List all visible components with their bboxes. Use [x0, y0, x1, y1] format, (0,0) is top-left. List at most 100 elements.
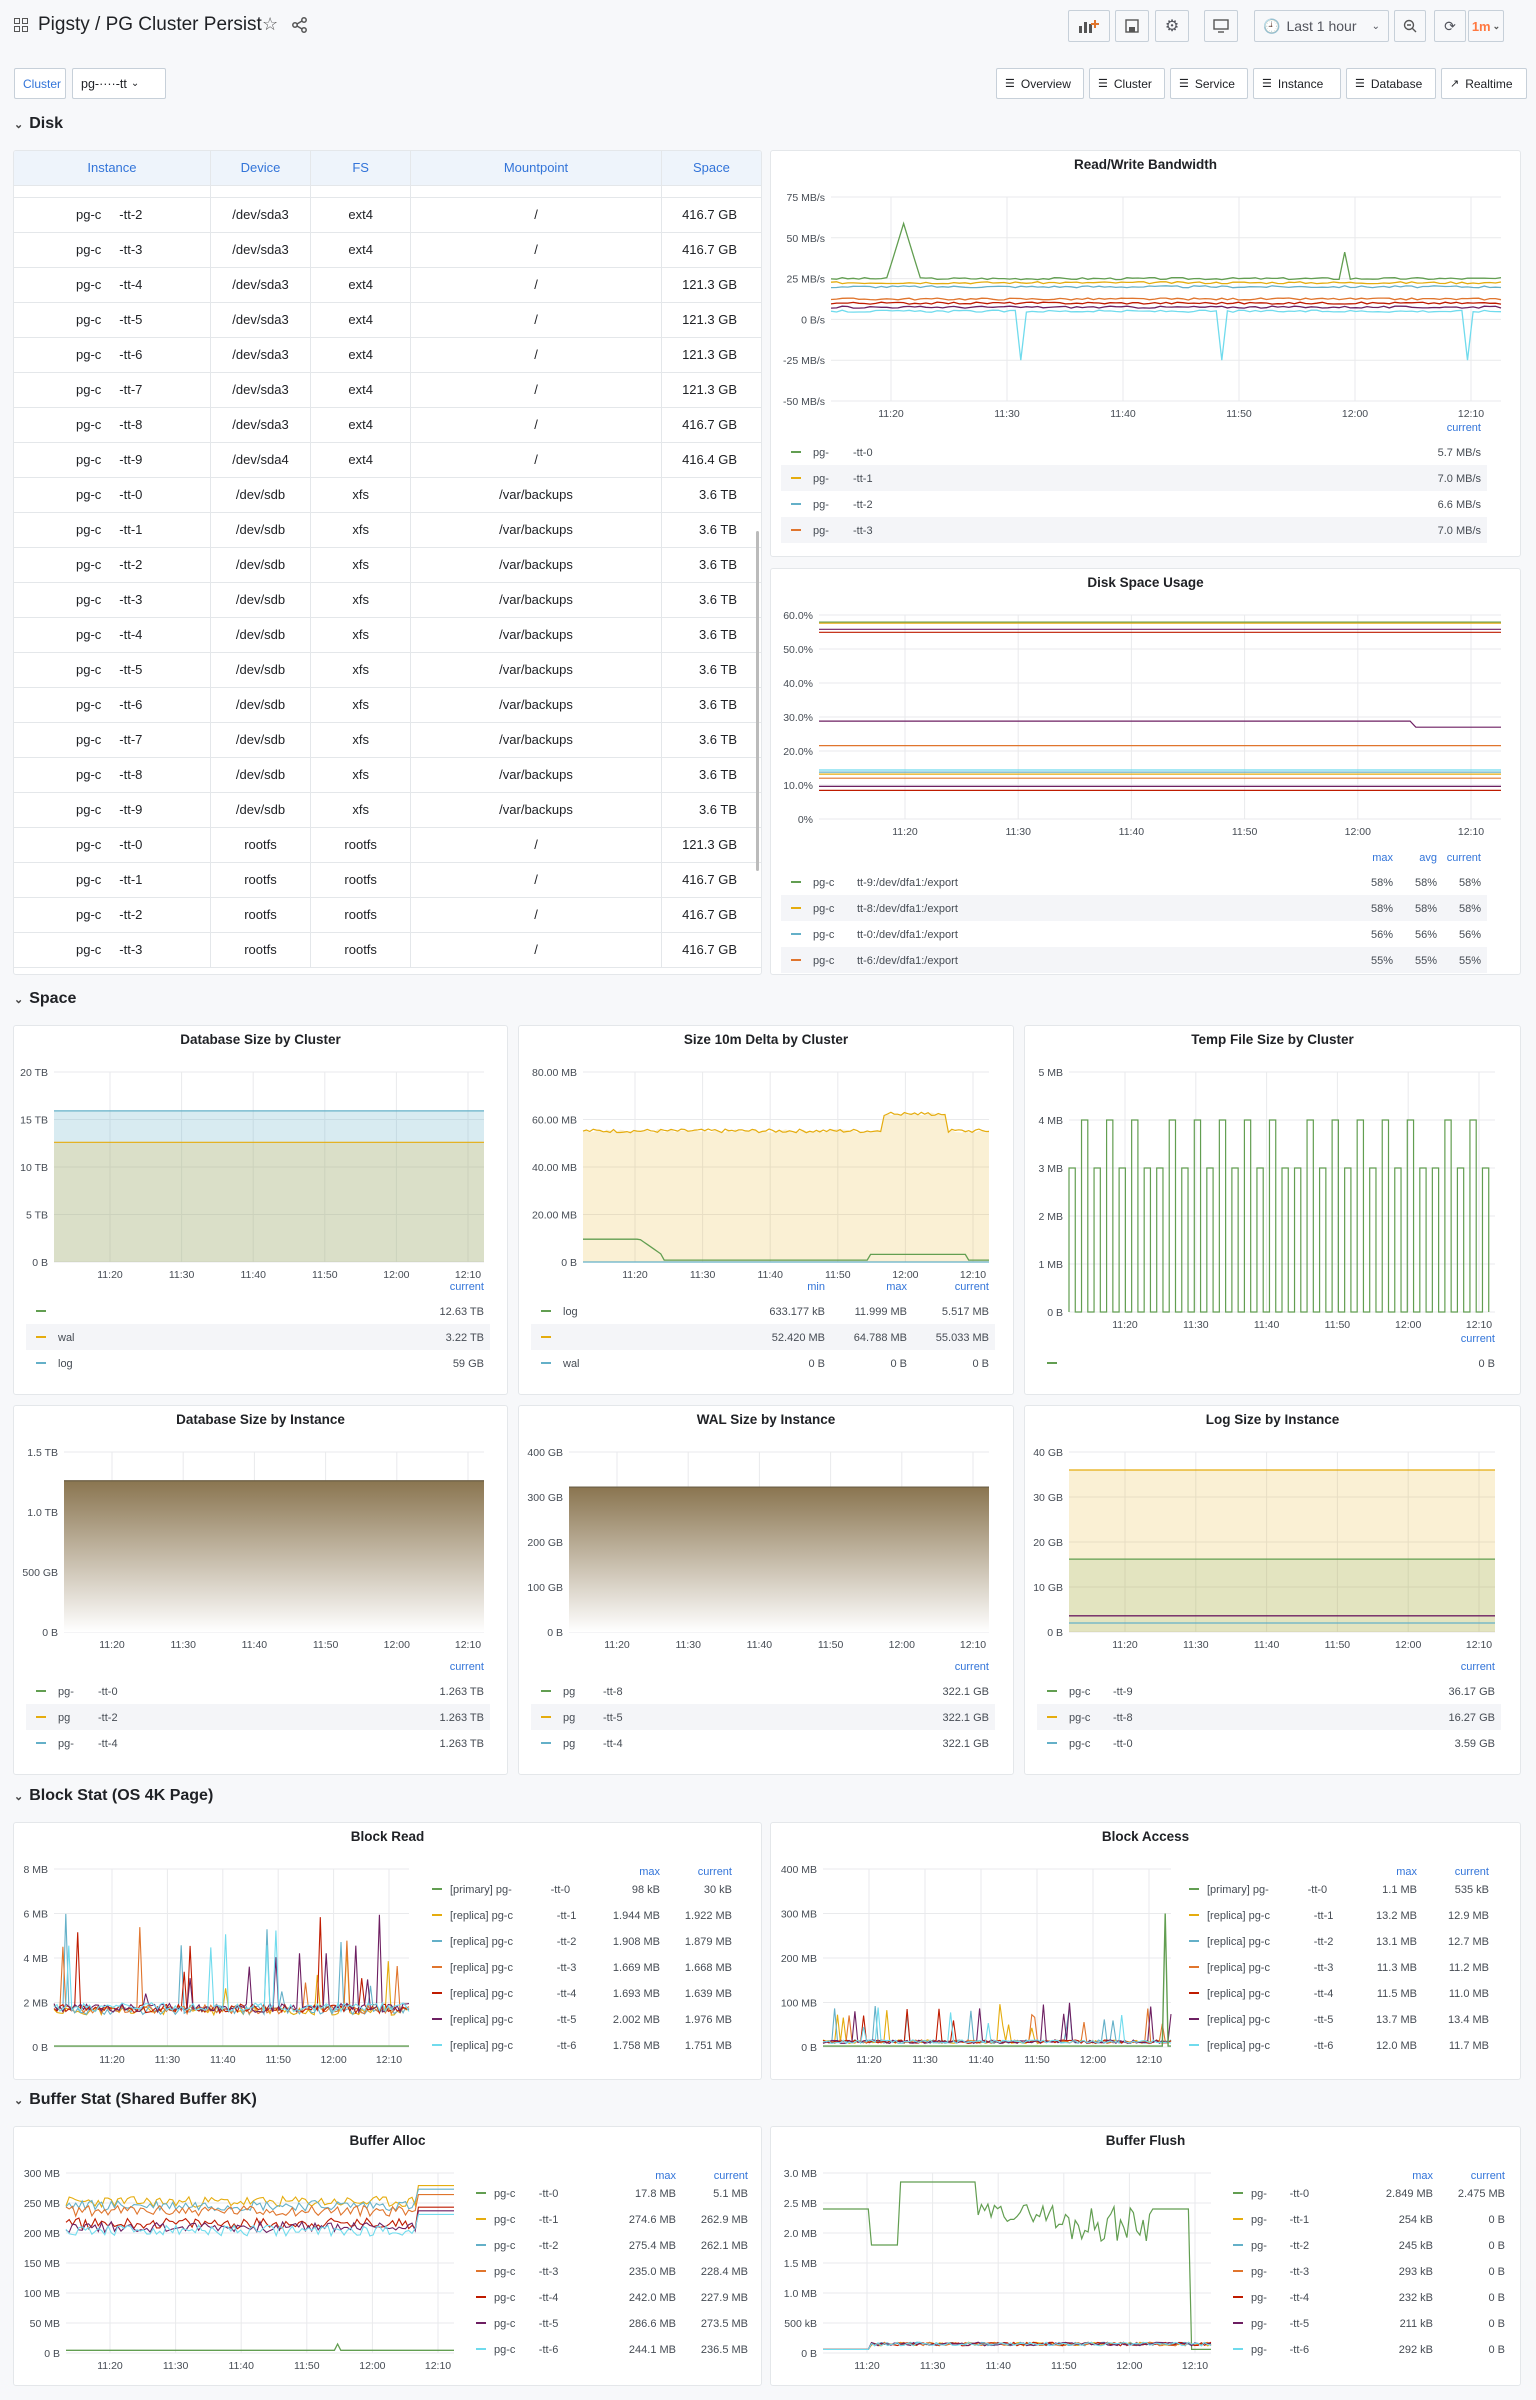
temp-file-chart: 5 MB 4 MB 3 MB 2 MB 1 MB 0 B 11:20 11:30 11:40 11… [1038, 1067, 1495, 1370]
legend-row-bg [781, 895, 1487, 921]
dashboard-title[interactable]: Pigsty / PG Cluster Persist [38, 14, 262, 35]
table-row[interactable]: pg-c -tt-2/dev/sda3 ext4/416.7 GB [14, 197, 761, 233]
buffer-flush-chart: 3.0 MB 2.5 MB 2.0 MB 1.5 MB 1.0 MB 500 kB 0 B 1… [784, 2168, 1505, 2372]
mountpoint-cell: /var/backups [410, 582, 662, 618]
table-row[interactable]: pg-c -tt-3/dev/sda3 ext4/416.7 GB [14, 232, 761, 268]
rw-series [830, 301, 1502, 305]
x-tick-label: 12:00 [359, 2360, 385, 2372]
legend-series-name: pg-c [494, 2266, 516, 2278]
zoom-out-button[interactable] [1394, 10, 1426, 42]
share-icon[interactable] [292, 17, 308, 33]
rw-bandwidth-panel: Read/Write Bandwidth 75 MB/s 50 MB/s 25 MB/… [770, 150, 1521, 557]
nav-link-database[interactable]: ☰ Database [1346, 68, 1436, 99]
table-row[interactable]: pg-c -tt-5/dev/sdb xfs/var/backups 3.6 TB [14, 652, 761, 688]
legend-header-min: min [807, 1281, 825, 1293]
nav-link-realtime[interactable]: ↗ Realtime [1441, 68, 1527, 99]
legend-value: 11.3 MB [1377, 1962, 1417, 1974]
bars-icon: ☰ [1179, 78, 1189, 90]
table-row[interactable]: pg-c -tt-4/dev/sdb xfs/var/backups 3.6 TB [14, 617, 761, 653]
cluster-variable-select[interactable]: pg-····-tt ⌄ [72, 68, 166, 99]
rw-bandwidth-chart: 75 MB/s 50 MB/s 25 MB/s 0 B/s -25 MB/s -50 MB… [781, 192, 1502, 543]
table-row[interactable]: pg-c -tt-7/dev/sdb xfs/var/backups 3.6 TB [14, 722, 761, 758]
column-header-space[interactable]: Space [661, 151, 761, 186]
x-tick-label: 11:50 [1325, 1639, 1351, 1651]
table-row[interactable]: pg-c -tt-7/dev/sda3 ext4/121.3 GB [14, 372, 761, 408]
table-cell [661, 185, 761, 198]
instance-cell: pg-c -tt-3 [14, 232, 211, 268]
legend-value: 1.1 MB [1382, 1884, 1417, 1896]
device-cell: /dev/sdb [210, 547, 312, 583]
row-space[interactable]: ⌄ Space [14, 990, 76, 1008]
legend-series-name: [replica] pg-c [450, 2040, 513, 2052]
column-header-instance[interactable]: Instance [14, 151, 211, 186]
legend-series-name: pg-c [494, 2214, 516, 2226]
row-disk[interactable]: ⌄ Disk [14, 115, 63, 133]
refresh-interval-button[interactable]: 1m ⌄ [1468, 10, 1504, 42]
legend-header-current: current [955, 1661, 989, 1673]
table-row[interactable]: pg-c -tt-1 rootfs rootfs/416.7 GB [14, 862, 761, 898]
add-panel-button[interactable] [1068, 10, 1110, 42]
star-icon[interactable]: ☆ [262, 14, 279, 34]
y-tick-label: 3 MB [1038, 1163, 1063, 1175]
table-row[interactable]: pg-c -tt-2 rootfs rootfs/416.7 GB [14, 897, 761, 933]
x-tick-label: 11:50 [1232, 826, 1258, 838]
dashboard-grid-icon[interactable] [14, 18, 29, 33]
y-tick-label: 0 B [801, 2348, 817, 2360]
time-picker-button[interactable]: 🕘 Last 1 hour ⌄ [1254, 10, 1389, 42]
table-row[interactable]: pg-c -tt-2/dev/sdb xfs/var/backups 3.6 TB [14, 547, 761, 583]
table-row[interactable]: pg-c -tt-9/dev/sda4 ext4/416.4 GB [14, 442, 761, 478]
bal-series [65, 2213, 454, 2238]
nav-link-service[interactable]: ☰ Service [1170, 68, 1248, 99]
legend-value: 11.5 MB [1377, 1988, 1417, 2000]
table-row[interactable]: pg-c -tt-5/dev/sda3 ext4/121.3 GB [14, 302, 761, 338]
refresh-button[interactable]: ⟳ [1434, 10, 1466, 42]
legend-series-name: -tt-0 [98, 1686, 118, 1698]
tv-mode-button[interactable] [1204, 10, 1238, 42]
instance-cell: pg-c -tt-1 [14, 512, 211, 548]
table-row[interactable]: pg-c -tt-8/dev/sda3 ext4/416.7 GB [14, 407, 761, 443]
nav-link-label: Cluster [1113, 76, 1152, 91]
legend-value: 11.999 MB [855, 1306, 907, 1318]
device-cell: /dev/sdb [210, 687, 312, 723]
table-row[interactable]: pg-c -tt-0 rootfs rootfs/121.3 GB [14, 827, 761, 863]
y-tick-label: 5 TB [26, 1210, 48, 1222]
legend-value: 55% [1371, 955, 1393, 967]
x-tick-label: 11:50 [313, 1639, 339, 1651]
legend-series-name: [replica] pg-c [450, 2014, 513, 2026]
legend-value: 211 kB [1400, 2318, 1433, 2330]
table-row[interactable]: pg-c -tt-6/dev/sdb xfs/var/backups 3.6 TB [14, 687, 761, 723]
table-row[interactable]: pg-c -tt-4/dev/sda3 ext4/121.3 GB [14, 267, 761, 303]
block-access-panel: Block Access 400 MB 300 MB 200 MB 100 MB 0 B 1… [770, 1822, 1521, 2080]
save-dashboard-button[interactable] [1115, 10, 1149, 42]
legend-value: 11.2 MB [1449, 1962, 1489, 1974]
instance-suffix: -tt-3 [119, 942, 143, 957]
table-row[interactable]: pg-c -tt-0/dev/sdb xfs/var/backups 3.6 TB [14, 477, 761, 513]
table-row[interactable]: pg-c -tt-1/dev/sdb xfs/var/backups 3.6 TB [14, 512, 761, 548]
table-scrollbar[interactable] [756, 531, 759, 871]
table-row[interactable]: pg-c -tt-3/dev/sdb xfs/var/backups 3.6 TB [14, 582, 761, 618]
legend-value: 5.7 MB/s [1438, 447, 1482, 459]
legend-value: 286.6 MB [629, 2318, 676, 2330]
nav-link-overview[interactable]: ☰ Overview [996, 68, 1084, 99]
table-row[interactable]: pg-c -tt-8/dev/sdb xfs/var/backups 3.6 TB [14, 757, 761, 793]
mountpoint-cell: / [410, 442, 662, 478]
column-header-fs[interactable]: FS [310, 151, 412, 186]
legend-value: 56% [1459, 929, 1481, 941]
space-cell: 416.7 GB [661, 197, 761, 233]
table-row[interactable]: pg-c -tt-6/dev/sda3 ext4/121.3 GB [14, 337, 761, 373]
nav-link-cluster[interactable]: ☰ Cluster [1089, 68, 1165, 99]
row-block-stat[interactable]: ⌄ Block Stat (OS 4K Page) [14, 1787, 213, 1805]
column-header-device[interactable]: Device [210, 151, 312, 186]
column-header-mountpoint[interactable]: Mountpoint [410, 151, 662, 186]
legend-value: 52.420 MB [772, 1332, 825, 1344]
panel-title: Size 10m Delta by Cluster [683, 1032, 849, 1047]
nav-link-instance[interactable]: ☰ Instance [1253, 68, 1341, 99]
y-tick-label: 15 TB [20, 1115, 48, 1127]
row-buffer-stat[interactable]: ⌄ Buffer Stat (Shared Buffer 8K) [14, 2091, 257, 2109]
settings-button[interactable]: ⚙ [1155, 10, 1189, 42]
ba-series [822, 2007, 1172, 2045]
table-row[interactable]: pg-c -tt-3 rootfs rootfs/416.7 GB [14, 932, 761, 968]
x-tick-label: 11:20 [604, 1639, 630, 1651]
legend-series-name: -tt-1 [539, 2214, 559, 2226]
table-row[interactable]: pg-c -tt-9/dev/sdb xfs/var/backups 3.6 TB [14, 792, 761, 828]
